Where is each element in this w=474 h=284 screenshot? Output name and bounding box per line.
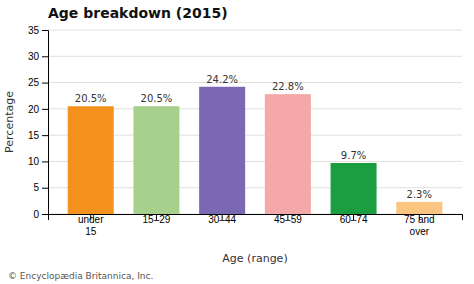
- tick: 0: [33, 209, 48, 220]
- tick-label-line: 45–59: [274, 214, 302, 225]
- axis-line: [42, 31, 49, 215]
- grid-line: [48, 30, 462, 31]
- tick-label: 35: [28, 25, 40, 36]
- title: Age breakdown (2015): [48, 5, 228, 21]
- x-axis: under15 15–29 30–44 45–59 60–74 75 andover: [49, 214, 463, 237]
- tick-mark: [42, 109, 48, 110]
- chart-svg: 20.5% 20.5% 24.2% 22.8% 9.7% 2.3% 0 5 10 15 20 25 30…: [0, 0, 474, 284]
- bar: [265, 94, 311, 214]
- tick: 25: [28, 77, 48, 88]
- grid-line: [48, 82, 462, 83]
- tick-mark: [42, 214, 48, 215]
- tick-label: 45–59: [274, 214, 302, 225]
- tick: under15: [78, 214, 104, 237]
- tick: 35: [28, 25, 48, 36]
- data-label: 2.3%: [407, 189, 432, 200]
- tick-mark: [42, 188, 48, 189]
- tick-label: 5: [33, 182, 39, 193]
- data-label: 9.7%: [341, 150, 366, 161]
- tick-label-line: under: [78, 214, 104, 225]
- data-label: 20.5%: [141, 93, 173, 104]
- bar: [68, 106, 114, 214]
- tick: 45–59: [274, 214, 302, 225]
- bar: [133, 106, 179, 214]
- grid: [48, 30, 462, 214]
- tick-label: 15–29: [143, 214, 171, 225]
- tick: 30: [28, 51, 48, 62]
- tick-label: under15: [78, 214, 104, 237]
- tick: 15: [28, 130, 48, 141]
- tick: 60–74: [340, 214, 368, 225]
- tick-mark: [42, 83, 48, 84]
- bar: [199, 87, 245, 214]
- tick-label: 20: [28, 104, 40, 115]
- tick: 75 andover: [404, 214, 435, 237]
- tick-label: 30: [28, 51, 40, 62]
- footnote: © Encyclopædia Britannica, Inc.: [8, 271, 153, 281]
- data-labels: 20.5% 20.5% 24.2% 22.8% 9.7% 2.3%: [75, 74, 432, 200]
- tick-label-line: over: [410, 226, 430, 237]
- tick-label: 15: [28, 130, 40, 141]
- tick-mark: [42, 30, 48, 31]
- data-label: 24.2%: [206, 74, 238, 85]
- data-label: 22.8%: [272, 81, 304, 92]
- tick-mark: [42, 135, 48, 136]
- x-axis-title: Age (range): [222, 252, 287, 265]
- tick-label: 75 andover: [404, 214, 435, 237]
- tick: 15–29: [143, 214, 171, 225]
- axis-line: [49, 215, 463, 221]
- tick-mark: [42, 161, 48, 162]
- tick-label: 25: [28, 77, 40, 88]
- tick-mark: [42, 56, 48, 57]
- tick-label: 10: [28, 156, 40, 167]
- tick-label-line: 60–74: [340, 214, 368, 225]
- tick-label-line: 15–29: [143, 214, 171, 225]
- tick: 5: [33, 182, 48, 193]
- chart-container: 20.5% 20.5% 24.2% 22.8% 9.7% 2.3% 0 5 10 15 20 25 30…: [0, 0, 474, 284]
- y-axis-title: Percentage: [3, 91, 16, 153]
- bar: [331, 163, 377, 214]
- tick: 30–44: [208, 214, 236, 225]
- tick-label: 60–74: [340, 214, 368, 225]
- tick-label: 0: [33, 209, 39, 220]
- bars: [68, 87, 443, 214]
- tick-label: 30–44: [208, 214, 236, 225]
- tick-label-line: 15: [85, 226, 97, 237]
- y-axis: 0 5 10 15 20 25 30 35: [28, 25, 49, 220]
- tick: 20: [28, 104, 48, 115]
- data-label: 20.5%: [75, 93, 107, 104]
- tick: 10: [28, 156, 48, 167]
- tick-label-line: 30–44: [208, 214, 236, 225]
- plot-area: 20.5% 20.5% 24.2% 22.8% 9.7% 2.3% 0 5 10 15 20 25 30…: [28, 25, 463, 237]
- bar: [396, 202, 442, 214]
- tick-label-line: 75 and: [404, 214, 435, 225]
- grid-line: [48, 56, 462, 57]
